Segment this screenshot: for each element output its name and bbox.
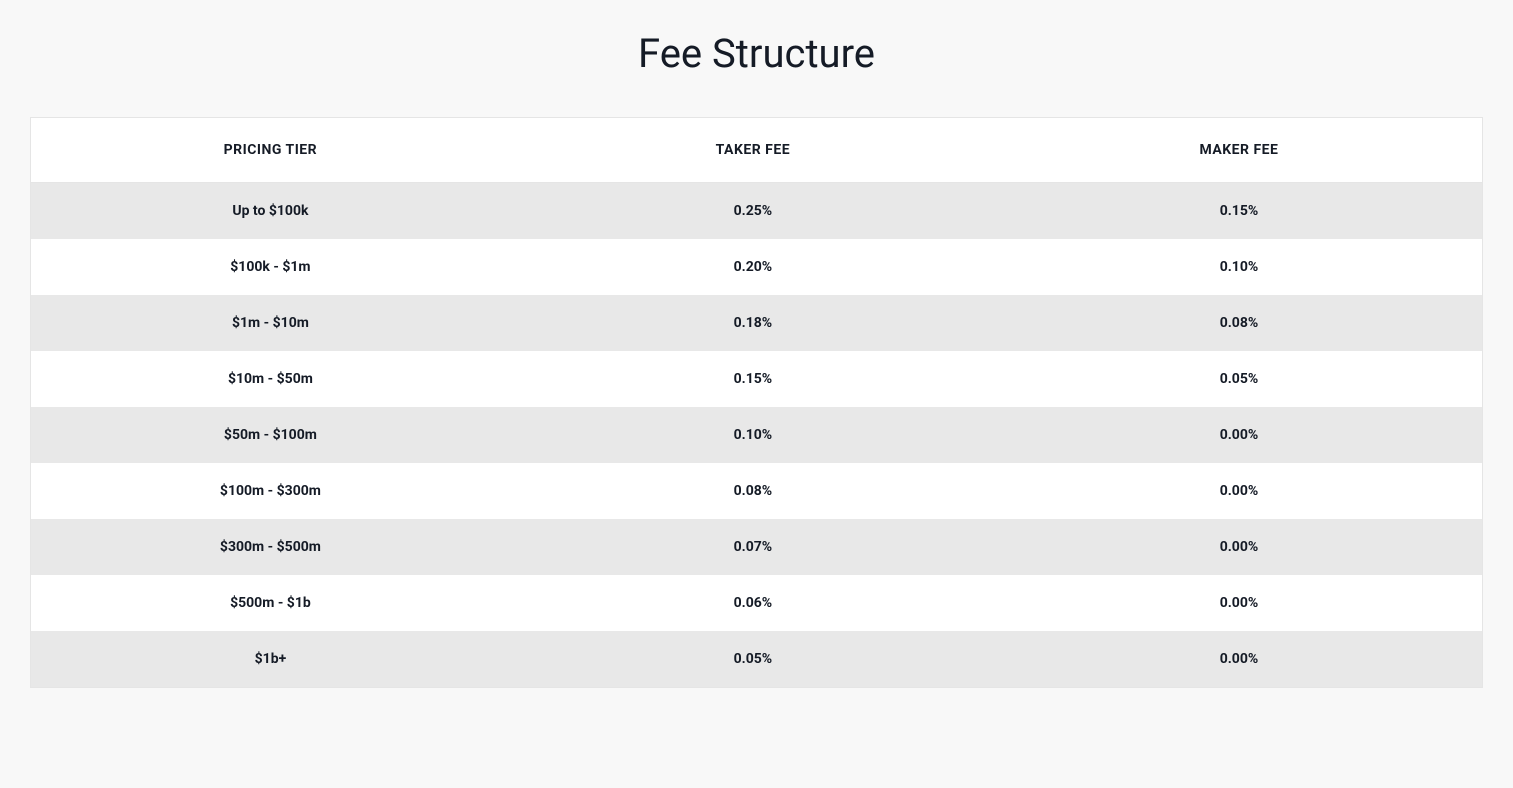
cell-taker-fee: 0.20% — [510, 239, 996, 295]
cell-taker-fee: 0.15% — [510, 351, 996, 407]
cell-maker-fee: 0.00% — [996, 575, 1482, 631]
cell-pricing-tier: $1m - $10m — [31, 295, 510, 351]
column-header-maker-fee: MAKER FEE — [996, 118, 1482, 183]
table-header-row: PRICING TIER TAKER FEE MAKER FEE — [31, 118, 1482, 183]
cell-taker-fee: 0.08% — [510, 463, 996, 519]
table-row: $10m - $50m 0.15% 0.05% — [31, 351, 1482, 407]
page-title: Fee Structure — [30, 30, 1483, 77]
cell-taker-fee: 0.18% — [510, 295, 996, 351]
cell-pricing-tier: $100m - $300m — [31, 463, 510, 519]
cell-pricing-tier: $300m - $500m — [31, 519, 510, 575]
table-row: $100k - $1m 0.20% 0.10% — [31, 239, 1482, 295]
cell-taker-fee: 0.06% — [510, 575, 996, 631]
cell-maker-fee: 0.05% — [996, 351, 1482, 407]
cell-maker-fee: 0.00% — [996, 407, 1482, 463]
cell-maker-fee: 0.00% — [996, 631, 1482, 687]
table-row: $100m - $300m 0.08% 0.00% — [31, 463, 1482, 519]
cell-pricing-tier: $1b+ — [31, 631, 510, 687]
cell-pricing-tier: $500m - $1b — [31, 575, 510, 631]
table-row: $50m - $100m 0.10% 0.00% — [31, 407, 1482, 463]
fee-table-container: PRICING TIER TAKER FEE MAKER FEE Up to $… — [30, 117, 1483, 688]
cell-pricing-tier: $10m - $50m — [31, 351, 510, 407]
table-row: $300m - $500m 0.07% 0.00% — [31, 519, 1482, 575]
cell-maker-fee: 0.00% — [996, 519, 1482, 575]
cell-taker-fee: 0.05% — [510, 631, 996, 687]
table-row: $1b+ 0.05% 0.00% — [31, 631, 1482, 687]
cell-maker-fee: 0.10% — [996, 239, 1482, 295]
cell-pricing-tier: Up to $100k — [31, 183, 510, 240]
cell-taker-fee: 0.25% — [510, 183, 996, 240]
table-row: $1m - $10m 0.18% 0.08% — [31, 295, 1482, 351]
cell-maker-fee: 0.15% — [996, 183, 1482, 240]
column-header-pricing-tier: PRICING TIER — [31, 118, 510, 183]
column-header-taker-fee: TAKER FEE — [510, 118, 996, 183]
cell-pricing-tier: $100k - $1m — [31, 239, 510, 295]
cell-maker-fee: 0.00% — [996, 463, 1482, 519]
table-row: Up to $100k 0.25% 0.15% — [31, 183, 1482, 240]
cell-pricing-tier: $50m - $100m — [31, 407, 510, 463]
cell-taker-fee: 0.07% — [510, 519, 996, 575]
cell-maker-fee: 0.08% — [996, 295, 1482, 351]
cell-taker-fee: 0.10% — [510, 407, 996, 463]
fee-table: PRICING TIER TAKER FEE MAKER FEE Up to $… — [31, 118, 1482, 687]
table-row: $500m - $1b 0.06% 0.00% — [31, 575, 1482, 631]
